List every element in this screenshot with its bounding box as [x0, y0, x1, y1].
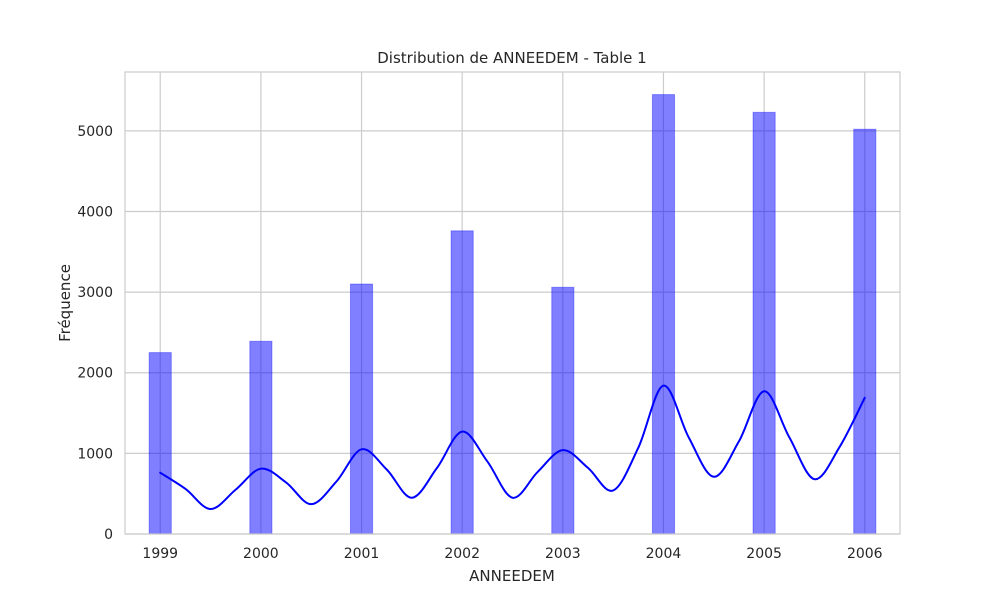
plot-frame	[124, 71, 901, 535]
x-tick-labels: 1999 2000 2001 2002 2003 2004 2005 2006	[142, 546, 882, 562]
x-tick-label: 2002	[444, 546, 480, 562]
x-tick-label: 1999	[142, 546, 178, 562]
x-tick-label: 2000	[243, 546, 279, 562]
y-tick-labels: 0 1000 2000 3000 4000 5000	[77, 124, 113, 543]
bars	[148, 94, 877, 535]
kde-line-layer	[159, 384, 866, 511]
histogram-bar	[249, 340, 273, 535]
kde-line	[159, 384, 866, 511]
histogram-bar	[752, 111, 776, 535]
x-tick-label: 2001	[344, 546, 380, 562]
x-axis-title: ANNEEDEM	[469, 567, 555, 585]
grid	[125, 72, 900, 535]
histogram-bar	[349, 283, 374, 535]
chart-title: Distribution de ANNEEDEM - Table 1	[377, 49, 646, 67]
x-tick-label: 2004	[646, 546, 682, 562]
histogram-bar	[853, 128, 877, 535]
y-tick-label: 1000	[77, 446, 113, 462]
histogram-bar	[450, 230, 474, 535]
y-tick-label: 0	[104, 527, 113, 543]
y-tick-label: 2000	[77, 366, 113, 382]
y-tick-label: 4000	[77, 204, 113, 220]
histogram-bar	[148, 352, 172, 535]
histogram-bar	[651, 94, 676, 535]
y-tick-label: 5000	[77, 124, 113, 140]
y-tick-label: 3000	[77, 285, 113, 301]
histogram-bar	[551, 286, 575, 535]
x-tick-label: 2003	[545, 546, 581, 562]
y-axis-title: Fréquence	[56, 264, 74, 342]
x-tick-label: 2006	[847, 546, 883, 562]
x-tick-label: 2005	[746, 546, 782, 562]
